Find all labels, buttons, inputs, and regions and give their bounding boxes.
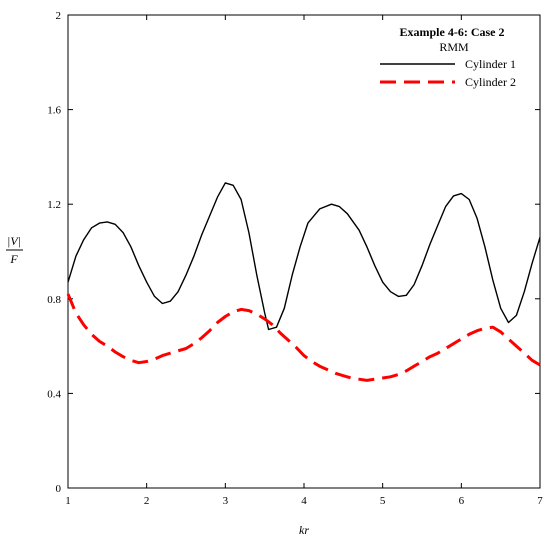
- y-tick-label: 0: [56, 483, 62, 495]
- y-tick-label: 1.2: [47, 199, 61, 211]
- x-tick-label: 3: [223, 495, 229, 507]
- series-layer: [66, 182, 541, 382]
- axis-ticks: [67, 14, 541, 489]
- x-tick-label: 2: [144, 495, 150, 507]
- legend-label-cylinder-1: Cylinder 1: [465, 57, 516, 71]
- y-tick-label: 0.8: [47, 294, 61, 306]
- y-axis-title-denominator: F: [9, 252, 18, 266]
- legend: Example 4-6: Case 2 RMM Cylinder 1 Cylin…: [380, 25, 516, 89]
- x-tick-label: 7: [537, 495, 543, 507]
- series-line-cylinder-2: [66, 293, 541, 382]
- x-axis-title: kr: [299, 523, 309, 537]
- x-tick-label: 4: [301, 495, 307, 507]
- series-line-cylinder-1: [67, 182, 541, 331]
- legend-title: Example 4-6: Case 2: [400, 25, 505, 39]
- y-tick-label: 1.6: [47, 105, 61, 117]
- x-tick-label: 5: [380, 495, 386, 507]
- tick-labels: 1 2 3 4 5 6 7 0 0.4 0.8 1.2 1.6 2: [47, 10, 543, 507]
- legend-subtitle: RMM: [439, 40, 469, 54]
- y-tick-label: 0.4: [47, 388, 61, 400]
- y-tick-label: 2: [56, 10, 62, 22]
- y-axis-title: |V| F: [6, 234, 23, 266]
- x-tick-label: 1: [65, 495, 71, 507]
- y-axis-title-numerator: |V|: [7, 234, 21, 248]
- legend-label-cylinder-2: Cylinder 2: [465, 75, 516, 89]
- x-tick-label: 6: [459, 495, 465, 507]
